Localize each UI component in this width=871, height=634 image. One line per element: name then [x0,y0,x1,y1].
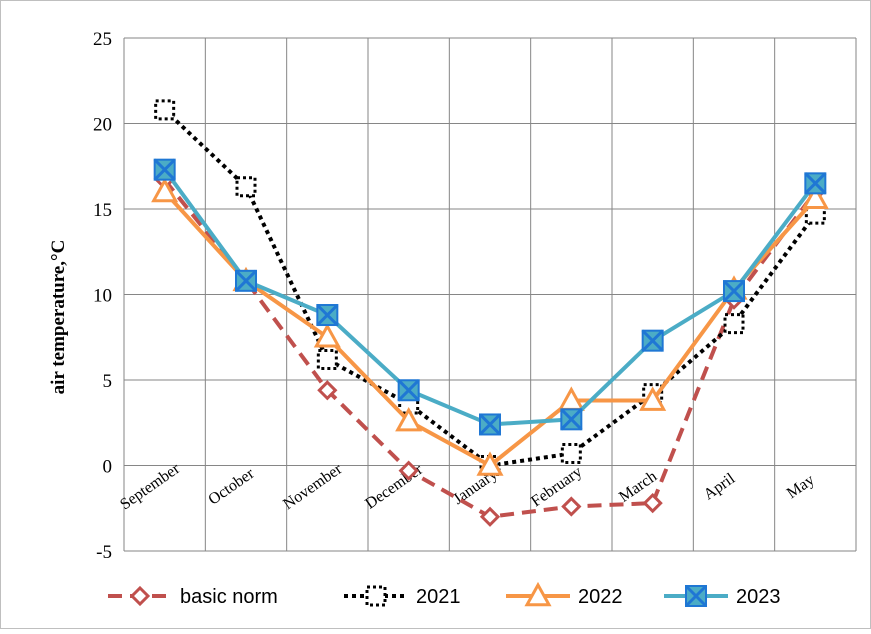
data-point [722,280,746,303]
data-point [804,172,827,195]
y-tick-label: 5 [103,371,113,392]
data-point [129,585,151,607]
data-point [639,386,667,411]
data-point [317,380,338,401]
legend: basic norm 2021 2022 2023 [108,581,781,608]
legend-item: 2022 [506,581,623,608]
data-point [801,184,829,210]
legend-item: basic norm [108,585,278,608]
data-point [395,406,423,432]
data-point [524,581,552,607]
series-3 [151,177,829,476]
data-point [397,379,420,402]
y-tick-label: 15 [93,200,112,221]
data-point [684,584,708,608]
data-point [641,329,664,352]
data-point [560,443,582,465]
y-axis-label: air temperature,°C [48,240,69,395]
data-point [234,269,258,292]
legend-label: 2021 [416,586,461,608]
data-point [365,585,387,607]
legend-label: 2023 [736,586,781,608]
data-point [476,451,504,476]
data-point [316,303,339,327]
data-point [479,506,501,527]
data-point [478,413,502,436]
series-4 [153,158,827,436]
y-axis-ticks: -5 0 5 10 15 20 25 [93,29,112,563]
data-point [313,323,341,348]
y-tick-label: 20 [93,115,112,136]
data-point [151,177,179,203]
data-point [723,313,745,335]
data-point [642,492,663,514]
data-point [153,158,176,181]
y-tick-label: 0 [103,457,113,478]
grid-lines [123,37,857,552]
data-point [398,460,419,481]
data-point [560,408,583,431]
legend-label: 2022 [578,586,623,608]
series-group [151,99,829,527]
y-tick-label: 10 [93,286,112,307]
legend-label: basic norm [180,586,278,608]
data-point [154,99,176,121]
y-tick-label: -5 [96,542,112,563]
data-point [235,176,257,198]
data-point [316,348,338,370]
data-point [561,496,582,517]
y-tick-label: 25 [93,29,112,50]
legend-item: 2021 [344,585,461,608]
legend-item: 2023 [664,584,781,608]
